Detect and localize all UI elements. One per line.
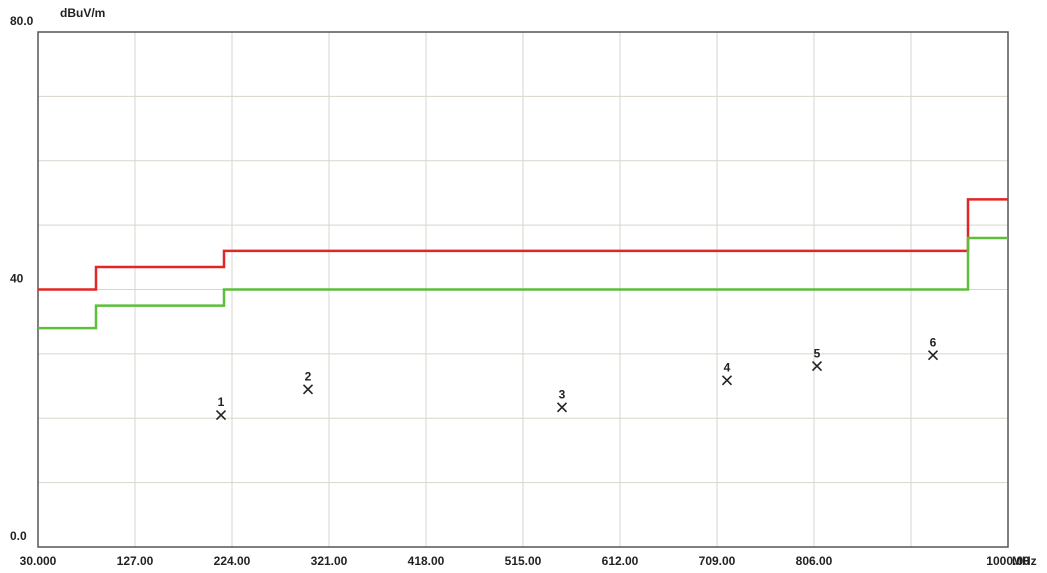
x-tick-label: 515.00 — [505, 554, 542, 568]
y-tick-label: 0.0 — [10, 529, 27, 543]
marker — [721, 375, 733, 386]
x-tick-label: 224.00 — [214, 554, 251, 568]
marker — [927, 350, 939, 361]
x-tick-label: 709.00 — [699, 554, 736, 568]
marker-label: 3 — [559, 387, 566, 401]
x-tick-label: 30.000 — [20, 554, 57, 568]
x-tick-label: 418.00 — [408, 554, 445, 568]
x-tick-label: 1000.00 — [986, 554, 1030, 568]
x-tick-label: 127.00 — [117, 554, 154, 568]
marker — [302, 384, 314, 395]
y-unit: dBuV/m — [60, 6, 105, 20]
marker-label: 2 — [305, 369, 312, 383]
marker-label: 1 — [218, 395, 225, 409]
marker-label: 4 — [724, 360, 731, 374]
x-tick-label: 806.00 — [796, 554, 833, 568]
marker-label: 6 — [930, 335, 937, 349]
y-tick-label: 80.0 — [10, 14, 34, 28]
marker — [215, 409, 227, 421]
x-unit: MHz — [1012, 554, 1037, 568]
limit-line — [38, 198, 1008, 291]
x-tick-label: 321.00 — [311, 554, 348, 568]
marker — [556, 402, 568, 413]
x-tick-label: 612.00 — [602, 554, 639, 568]
y-tick-label: 40 — [10, 272, 24, 286]
marker-label: 5 — [814, 346, 821, 360]
marker — [811, 361, 823, 372]
limit-line — [38, 236, 1008, 330]
